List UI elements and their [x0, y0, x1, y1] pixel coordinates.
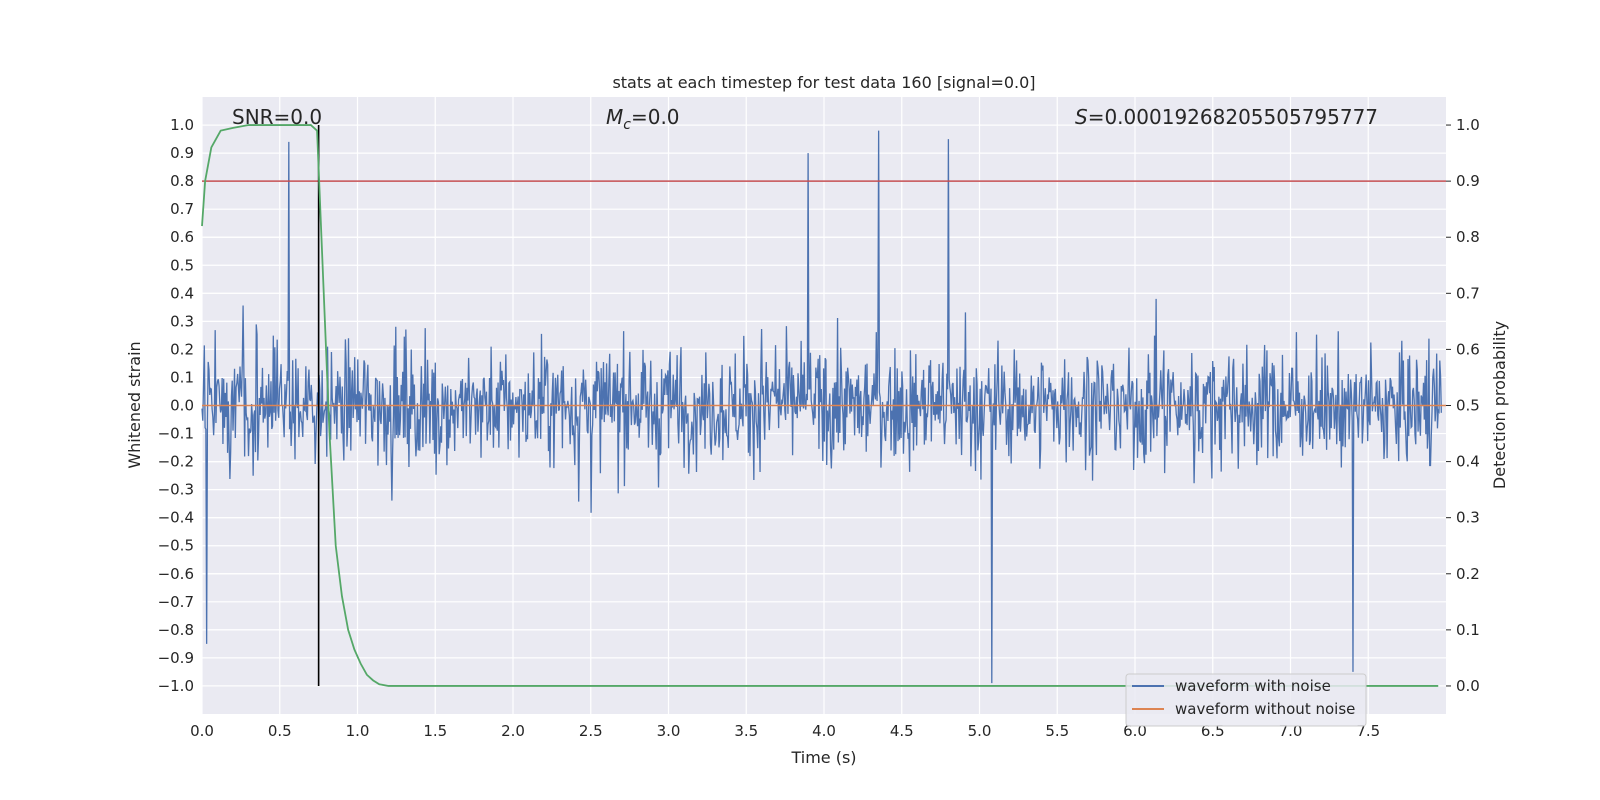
y-tick-label: −1.0: [158, 677, 194, 695]
series-waveform-with-noise: [201, 130, 1442, 684]
y2-tick-label: 0.4: [1456, 453, 1480, 471]
x-tick-label: 3.5: [734, 722, 758, 740]
snr-annotation: SNR=0.0: [232, 105, 322, 129]
s-annotation: S=0.00019268205505795777: [1075, 105, 1378, 129]
y2-tick-label: 0.6: [1456, 340, 1480, 358]
x-tick-label: 5.5: [1045, 722, 1069, 740]
y-tick-label: 0.7: [170, 200, 194, 218]
legend-label-clean: waveform without noise: [1175, 700, 1355, 718]
x-tick-label: 0.0: [190, 722, 214, 740]
y2-axis-label: Detection probability: [1490, 321, 1509, 489]
y2-tick-label: 0.3: [1456, 509, 1480, 527]
mc-annotation: Mc=0.0: [606, 105, 680, 133]
y-tick-label: 0.3: [170, 312, 194, 330]
mc-subscript: c: [623, 117, 631, 133]
x-tick-label: 4.5: [890, 722, 914, 740]
y-tick-label: −0.6: [158, 565, 194, 583]
y-tick-label: 0.0: [170, 397, 194, 415]
y2-tick-label: 0.5: [1456, 397, 1480, 415]
y-tick-label: −0.7: [158, 593, 194, 611]
x-tick-label: 4.0: [812, 722, 836, 740]
mc-value: =0.0: [631, 105, 680, 129]
x-tick-label: 0.5: [268, 722, 292, 740]
chart-title: stats at each timestep for test data 160…: [612, 73, 1035, 92]
y-tick-label: 0.5: [170, 256, 194, 274]
x-tick-label: 2.5: [579, 722, 603, 740]
x-axis-label: Time (s): [790, 748, 856, 767]
y2-tick-label: 1.0: [1456, 116, 1480, 134]
x-tick-label: 5.0: [968, 722, 992, 740]
y-tick-label: 0.1: [170, 368, 194, 386]
y-tick-label: 1.0: [170, 116, 194, 134]
y-tick-label: 0.2: [170, 340, 194, 358]
y-tick-label: −0.1: [158, 425, 194, 443]
y2-tick-label: 0.7: [1456, 284, 1480, 302]
s-symbol: S: [1075, 105, 1088, 129]
s-value: =0.00019268205505795777: [1088, 105, 1378, 129]
y-tick-label: 0.8: [170, 172, 194, 190]
y2-tick-label: 0.8: [1456, 228, 1480, 246]
y-tick-label: −0.2: [158, 453, 194, 471]
legend-label-noisy: waveform with noise: [1175, 677, 1331, 695]
series-detection-probability: [201, 124, 1439, 687]
x-tick-label: 1.5: [423, 722, 447, 740]
x-tick-label: 1.0: [346, 722, 370, 740]
y-tick-label: −0.5: [158, 537, 194, 555]
mc-symbol: M: [606, 105, 623, 129]
y2-tick-label: 0.1: [1456, 621, 1480, 639]
y-axis-label: Whitened strain: [125, 341, 144, 468]
y-tick-label: −0.9: [158, 649, 194, 667]
x-tick-label: 2.0: [501, 722, 525, 740]
legend-box: [1125, 673, 1367, 727]
ticks-layer: 0.0 0.5 1.0 1.5 2.0 2.5 3.0 3.5 4.0 4.5 5.0 5.5 6.0 6…: [158, 116, 1480, 740]
y-tick-label: 0.6: [170, 228, 194, 246]
y2-tick-label: 0.0: [1456, 677, 1480, 695]
y-tick-label: 0.4: [170, 284, 194, 302]
y-tick-label: 0.9: [170, 144, 194, 162]
legend: waveform with noise waveform without noi…: [1125, 673, 1367, 727]
x-tick-label: 3.0: [657, 722, 681, 740]
y2-tick-label: 0.9: [1456, 172, 1480, 190]
series-layer: [201, 124, 1446, 687]
y-tick-label: −0.8: [158, 621, 194, 639]
y2-tick-label: 0.2: [1456, 565, 1480, 583]
y-tick-label: −0.3: [158, 481, 194, 499]
y-tick-label: −0.4: [158, 509, 194, 527]
